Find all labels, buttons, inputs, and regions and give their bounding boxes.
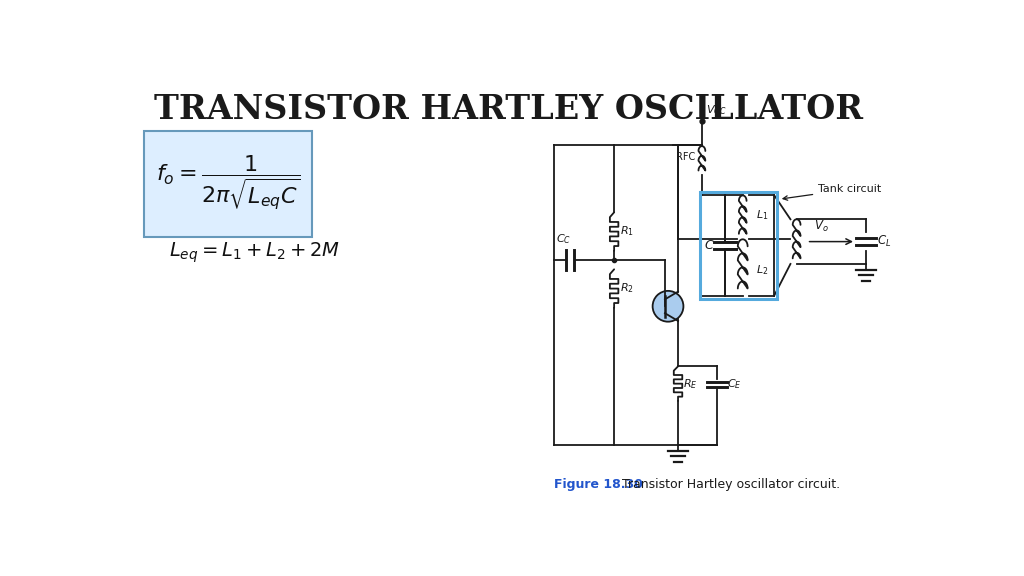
Text: $C_E$: $C_E$ [727, 377, 742, 391]
Text: TRANSISTOR HARTLEY OSCILLATOR: TRANSISTOR HARTLEY OSCILLATOR [154, 93, 863, 126]
Text: $f_o = \dfrac{1}{2\pi\sqrt{L_{eq}C}}$: $f_o = \dfrac{1}{2\pi\sqrt{L_{eq}C}}$ [156, 153, 301, 213]
Text: $L_{eq} = L_1 + L_2 + 2M$: $L_{eq} = L_1 + L_2 + 2M$ [169, 240, 340, 264]
Text: $C_L$: $C_L$ [877, 234, 891, 249]
Text: Tank circuit: Tank circuit [783, 184, 882, 200]
Text: $R_1$: $R_1$ [621, 225, 634, 238]
Circle shape [652, 291, 683, 321]
FancyBboxPatch shape [144, 131, 312, 237]
Text: $C$: $C$ [705, 239, 715, 252]
Text: $L_1$: $L_1$ [756, 209, 768, 222]
Text: Transistor Hartley oscillator circuit.: Transistor Hartley oscillator circuit. [614, 478, 841, 491]
Text: $V_o$: $V_o$ [814, 219, 828, 234]
Text: $R_2$: $R_2$ [621, 282, 634, 295]
Text: $V_{CC}$: $V_{CC}$ [706, 103, 726, 117]
Text: $R_E$: $R_E$ [683, 377, 698, 391]
Text: $C_C$: $C_C$ [556, 233, 570, 246]
Bar [700, 192, 777, 300]
Text: Figure 18.30: Figure 18.30 [554, 478, 643, 491]
Text: $L_2$: $L_2$ [756, 263, 768, 277]
Text: RFC: RFC [677, 152, 695, 162]
